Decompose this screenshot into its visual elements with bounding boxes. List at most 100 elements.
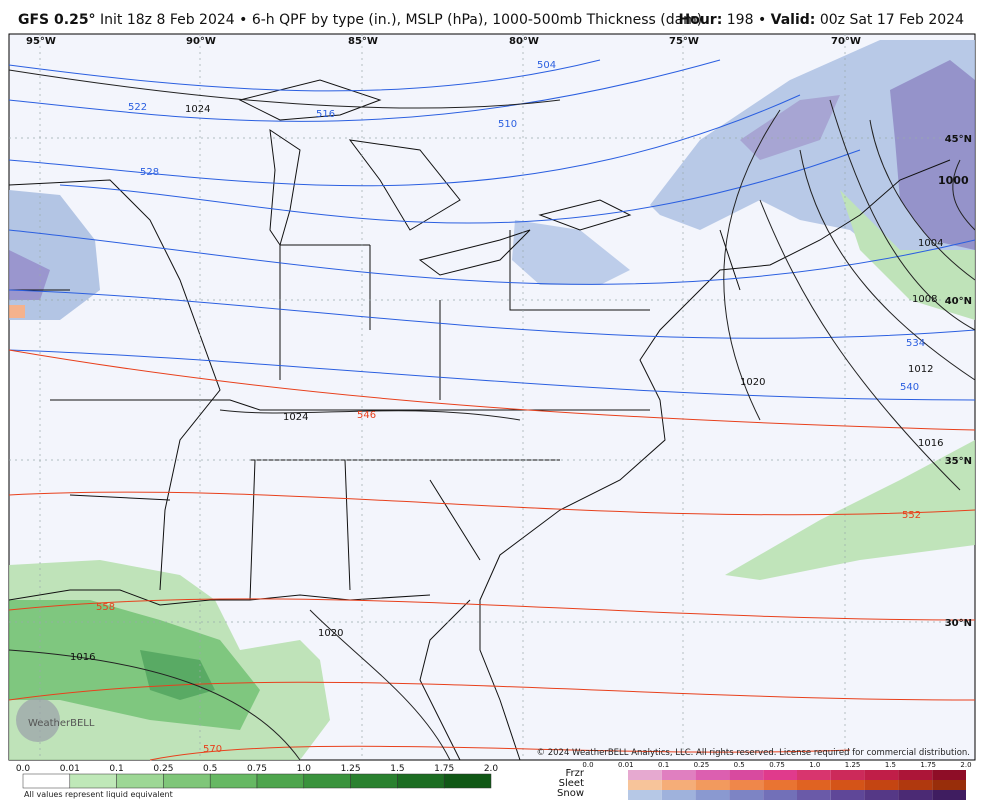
qpf-tick: 0.5 <box>203 764 217 774</box>
precip-type: Frzr <box>566 768 585 779</box>
qpf-swatch <box>397 773 445 789</box>
title-block: GFS 0.25° Init 18z 8 Feb 2024 • 6-h QPF … <box>18 12 702 28</box>
longitude-label: 95°W <box>26 36 56 47</box>
type-swatch <box>830 790 865 800</box>
longitude-label: 90°W <box>186 36 216 47</box>
valid-label: Valid: <box>770 12 816 28</box>
model-name: GFS 0.25° <box>18 12 96 28</box>
type-swatch <box>864 770 899 780</box>
type-swatch <box>628 790 662 800</box>
qpf-tick: 2.0 <box>484 764 499 774</box>
snow-heavy <box>740 95 840 160</box>
qpf-tick: 0.25 <box>153 764 173 774</box>
type-swatch <box>729 790 764 800</box>
type-swatch <box>830 770 865 780</box>
isobar-label: 1008 <box>912 294 937 305</box>
thickness-label: 528 <box>140 167 159 178</box>
isobar-label: 1024 <box>185 104 210 115</box>
isobar-label: 1020 <box>740 377 765 388</box>
title-text: Init 18z 8 Feb 2024 • 6-h QPF by type (i… <box>100 12 703 28</box>
qpf-swatch <box>256 773 305 789</box>
thickness-label: 504 <box>537 60 556 71</box>
logo-text: WeatherBELL <box>28 718 95 729</box>
type-swatch <box>661 770 696 780</box>
thickness-line <box>8 598 976 621</box>
legend: All values represent liquid equivalent 0… <box>16 761 972 800</box>
type-tick: 0.0 <box>582 761 593 769</box>
type-tick: 1.5 <box>885 761 896 769</box>
latitude-label: 45°N <box>945 134 972 145</box>
type-swatch <box>898 790 933 800</box>
contours <box>8 34 976 761</box>
coastline <box>8 589 431 606</box>
type-swatch <box>695 790 730 800</box>
type-swatch <box>864 780 899 790</box>
latitude-label: 40°N <box>945 296 972 307</box>
qpf-tick: 1.0 <box>297 764 312 774</box>
thickness-line <box>8 94 801 187</box>
type-swatch <box>729 770 764 780</box>
isobar-label: 1012 <box>908 364 933 375</box>
rain-heavy <box>140 650 215 700</box>
rain-moderate <box>9 600 260 730</box>
type-swatch <box>898 780 933 790</box>
isobar <box>8 69 561 109</box>
thickness-label: 540 <box>900 382 919 393</box>
isobar <box>799 149 976 381</box>
isobar-label: 1024 <box>283 412 308 423</box>
type-swatch <box>898 770 933 780</box>
isobar <box>829 99 976 331</box>
thickness-label: 522 <box>128 102 147 113</box>
thickness-line <box>59 149 861 224</box>
type-swatch <box>797 790 831 800</box>
type-swatch <box>932 780 966 790</box>
qpf-tick: 1.75 <box>434 764 454 774</box>
rain-area <box>725 440 975 580</box>
isobar <box>723 109 781 421</box>
lake-erie <box>418 229 531 276</box>
thickness-line <box>8 349 976 401</box>
isobar <box>309 609 451 761</box>
isobar <box>869 119 976 281</box>
type-tick: 0.5 <box>734 761 745 769</box>
valid-value: 00z Sat 17 Feb 2024 <box>815 12 964 28</box>
qpf-tick: 0.01 <box>60 764 80 774</box>
type-swatch <box>628 780 662 790</box>
type-swatch <box>695 770 730 780</box>
sleet-area <box>9 305 25 318</box>
isobar-label: 1016 <box>70 652 95 663</box>
thickness-label: 552 <box>902 510 921 521</box>
type-tick: 1.0 <box>809 761 820 769</box>
type-tick: 0.01 <box>618 761 634 769</box>
precip-type: Snow <box>557 788 584 799</box>
isobar-label: 1016 <box>918 438 943 449</box>
type-swatch <box>763 790 797 800</box>
type-tick: 2.0 <box>960 761 971 769</box>
isobar-label: 1004 <box>918 238 943 249</box>
qpf-swatch <box>69 773 117 789</box>
isobar <box>759 199 961 491</box>
type-tick: 0.25 <box>694 761 710 769</box>
thickness-label: 516 <box>316 109 335 120</box>
type-swatch <box>661 780 696 790</box>
type-swatch <box>830 780 865 790</box>
thickness-label: 546 <box>357 410 376 421</box>
latitude-label: 35°N <box>945 456 972 467</box>
thickness-line <box>149 745 851 761</box>
qpf-tick: 0.0 <box>16 764 31 774</box>
qpf-tick: 0.75 <box>247 764 267 774</box>
snow-heavy <box>890 60 975 250</box>
qpf-swatch <box>22 773 71 789</box>
thickness-line <box>8 681 976 701</box>
isobar <box>8 649 301 761</box>
type-swatch <box>763 780 797 790</box>
type-tick: 1.75 <box>920 761 936 769</box>
type-swatch <box>695 780 730 790</box>
thickness-label: 570 <box>203 744 222 755</box>
thickness-line <box>8 229 976 285</box>
type-swatch <box>932 770 966 780</box>
type-swatch <box>797 770 831 780</box>
longitude-label: 85°W <box>348 36 378 47</box>
